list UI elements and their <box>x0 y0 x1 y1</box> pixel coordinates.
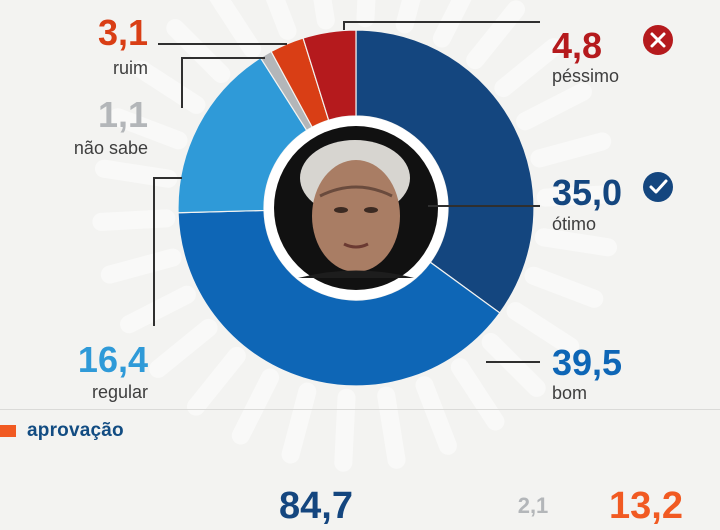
background-ray <box>524 266 604 308</box>
donut-slices <box>177 29 535 387</box>
background-ray <box>92 209 176 231</box>
slice-value-péssimo: 4,8 <box>552 25 602 66</box>
background-ray <box>356 0 376 28</box>
background-ray <box>516 82 592 131</box>
background-ray <box>415 376 457 455</box>
slice-label-bom: bom <box>552 383 587 403</box>
section-divider <box>0 409 720 410</box>
background-ray <box>432 0 472 48</box>
background-ray <box>530 132 612 168</box>
approval-legend-swatch <box>0 425 16 437</box>
background-ray <box>395 0 421 34</box>
leader-nao-sabe <box>181 57 265 108</box>
approval-legend-label: aprovação <box>27 420 124 441</box>
background-ray <box>132 60 206 114</box>
portrait-eye-right <box>364 207 378 213</box>
x-mark <box>650 32 666 48</box>
approval-summary: 84,7 2,1 não sabem 13,2 <box>279 485 683 530</box>
leader-regular <box>153 177 182 326</box>
slice-value-não-sabe: 1,1 <box>98 94 148 135</box>
check-mark <box>649 179 668 194</box>
portrait-photo <box>264 116 448 300</box>
slice-value-ruim: 3,1 <box>98 12 148 53</box>
background-ray <box>187 346 246 416</box>
background-ray <box>334 388 356 472</box>
portrait-eye-left <box>334 207 348 213</box>
slice-label-ótimo: ótimo <box>552 214 596 234</box>
slice-label-ruim: ruim <box>113 58 148 78</box>
background-ray <box>481 333 546 397</box>
portrait-shoulders <box>298 270 414 278</box>
background-ray <box>100 248 182 284</box>
leader-lines <box>153 21 540 363</box>
background-ray <box>166 19 231 83</box>
background-ray <box>281 382 317 464</box>
x-circle-icon <box>643 25 673 55</box>
background-ray <box>149 318 218 378</box>
background-ray <box>536 185 620 207</box>
check-circle-icon-bg <box>643 172 673 202</box>
portrait-mouth <box>343 242 369 249</box>
approval-value-disapprove: 13,2 <box>609 485 683 527</box>
background-rays <box>92 0 620 472</box>
leader-pessimo <box>343 21 540 30</box>
background-ray <box>494 38 563 98</box>
slice-value-bom: 39,5 <box>552 342 622 383</box>
background-ray <box>209 0 262 58</box>
slice-value-ótimo: 35,0 <box>552 172 622 213</box>
slice-value-regular: 16,4 <box>78 339 148 380</box>
background-ray <box>120 285 196 334</box>
background-ray <box>265 0 297 40</box>
slice-label-não-sabe: não sabe <box>74 138 148 158</box>
background-ray <box>534 228 617 257</box>
approval-value-approve: 84,7 <box>279 485 353 527</box>
background-ray <box>231 368 280 445</box>
background-ray <box>506 302 580 356</box>
slice-label-regular: regular <box>92 382 148 402</box>
approval-value-dont-know: 2,1 <box>518 493 549 518</box>
approval-label-dont-know: não sabem <box>491 527 575 530</box>
background-ray <box>313 0 335 30</box>
check-circle-icon <box>643 172 673 202</box>
background-ray <box>466 0 525 70</box>
background-ray <box>450 358 505 431</box>
background-ray <box>108 108 188 150</box>
slice-label-péssimo: péssimo <box>552 66 619 86</box>
portrait-brow <box>319 185 393 198</box>
background-ray <box>377 386 406 469</box>
portrait-face <box>312 160 400 272</box>
